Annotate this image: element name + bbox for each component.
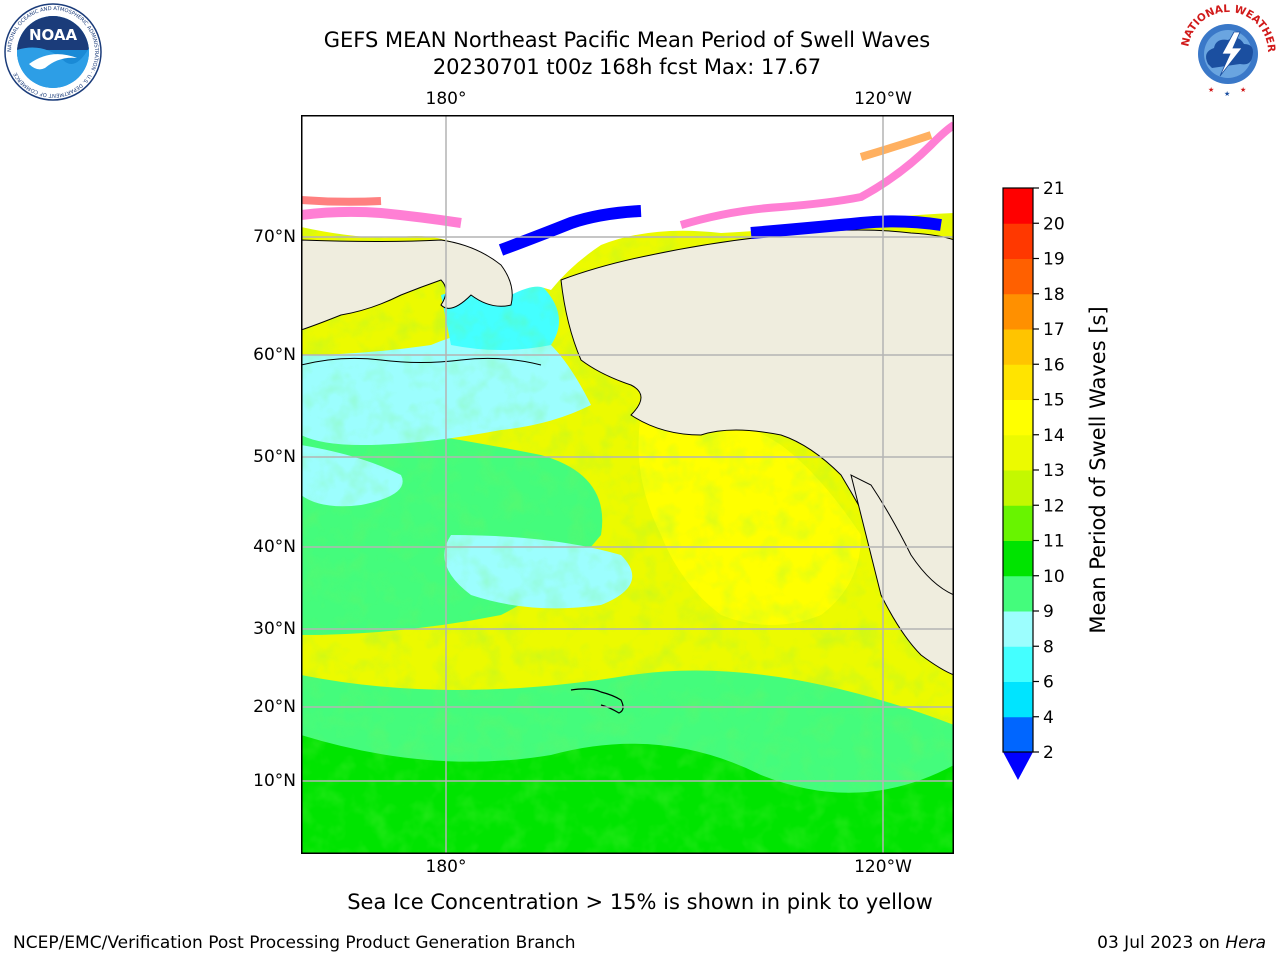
chart-subtitle: 20230701 t00z 168h fcst Max: 17.67 <box>432 55 822 79</box>
colorbar-tick-label: 13 <box>1043 461 1065 481</box>
lat-label-60n: 60°N <box>253 345 296 365</box>
colorbar-segment <box>1003 716 1033 753</box>
lat-label-10n: 10°N <box>253 771 296 791</box>
colorbar-tick-label: 18 <box>1043 285 1065 305</box>
colorbar-segment <box>1003 611 1033 647</box>
colorbar-tick-label: 8 <box>1043 637 1054 657</box>
lat-label-30n: 30°N <box>253 619 296 639</box>
colorbar-tick-label: 15 <box>1043 391 1065 411</box>
colorbar-segments <box>1003 188 1033 753</box>
colorbar-segment <box>1003 470 1033 506</box>
colorbar-segment <box>1003 540 1033 577</box>
sea-ice-pink-east <box>679 121 954 229</box>
aleutian-islands <box>301 357 542 366</box>
colorbar-tick-label: 19 <box>1043 250 1065 270</box>
colorbar-tick-label: 10 <box>1043 567 1065 587</box>
colorbar-segment <box>1003 505 1033 541</box>
sea-ice-pink-west <box>301 206 462 228</box>
sea-ice-blue-east <box>750 215 942 239</box>
colorbar-tick-label: 6 <box>1043 673 1054 693</box>
colorbar-tick-label: 20 <box>1043 214 1065 234</box>
chart-title: GEFS MEAN Northeast Pacific Mean Period … <box>323 28 931 52</box>
svg-text:★: ★ <box>1208 86 1214 94</box>
colorbar-tick-label: 9 <box>1043 602 1054 622</box>
colorbar-ticks: 21 20 19 18 17 16 15 14 13 12 11 10 9 8 6 4 2 <box>1033 180 1065 763</box>
gridlines <box>301 115 954 854</box>
footer-date: 03 Jul 2023 on Hera <box>1097 933 1266 953</box>
svg-text:★: ★ <box>1240 86 1246 94</box>
colorbar-tick-label: 11 <box>1043 532 1065 552</box>
noaa-logo-icon: NATIONAL OCEANIC AND ATMOSPHERIC ADMINIS… <box>4 3 102 101</box>
colorbar-segment <box>1003 681 1033 718</box>
lat-label-70n: 70°N <box>253 227 296 247</box>
colorbar-segment <box>1003 434 1033 471</box>
colorbar-extend-triangle <box>1003 752 1033 780</box>
noaa-logo-text: NOAA <box>29 26 78 44</box>
lat-label-20n: 20°N <box>253 697 296 717</box>
map-panel <box>301 115 954 854</box>
colorbar-segment <box>1003 188 1033 224</box>
colorbar-segment <box>1003 364 1033 400</box>
lon-label-bottom-180: 180° <box>425 857 467 877</box>
map-frame <box>301 115 954 854</box>
colorbar-segment <box>1003 399 1033 436</box>
sea-ice-orange-east <box>859 131 933 161</box>
lat-label-40n: 40°N <box>253 537 296 557</box>
lon-label-bottom-120w: 120°W <box>854 857 912 877</box>
lat-label-50n: 50°N <box>253 447 296 467</box>
footer-credit: NCEP/EMC/Verification Post Processing Pr… <box>13 933 576 953</box>
colorbar-label: Mean Period of Swell Waves [s] <box>1086 306 1110 634</box>
colorbar-tick-label: 4 <box>1043 708 1054 728</box>
colorbar-tick-label: 12 <box>1043 496 1065 516</box>
sea-ice-blue <box>498 205 642 256</box>
colorbar-segment <box>1003 258 1033 295</box>
land-west-coast <box>850 474 954 676</box>
colorbar-tick-label: 16 <box>1043 355 1065 375</box>
colorbar-segment <box>1003 329 1033 365</box>
land-siberia <box>301 239 513 331</box>
colorbar-tick-label: 2 <box>1043 743 1054 763</box>
nws-logo-icon: NATIONAL WEATHER SERVICE ★ ★ ★ <box>1178 2 1277 99</box>
sea-ice-red-west <box>301 196 382 206</box>
lon-label-top-180: 180° <box>425 89 467 109</box>
lon-label-top-120w: 120°W <box>854 89 912 109</box>
colorbar: 21 20 19 18 17 16 15 14 13 12 11 10 9 8 6 4 2 <box>1002 180 1065 780</box>
colorbar-segment <box>1003 646 1033 682</box>
footer-date-text: 03 Jul 2023 on <box>1097 933 1226 953</box>
colorbar-tick-label: 21 <box>1043 180 1065 199</box>
colorbar-tick-label: 14 <box>1043 426 1065 446</box>
colorbar-segment <box>1003 223 1033 259</box>
colorbar-segment <box>1003 575 1033 612</box>
hawaii-islands <box>570 688 624 714</box>
colorbar-tick-label: 17 <box>1043 320 1065 340</box>
footer-host: Hera <box>1225 933 1266 953</box>
svg-text:★: ★ <box>1224 90 1230 98</box>
sea-ice-note: Sea Ice Concentration > 15% is shown in … <box>347 890 933 914</box>
arctic-white <box>301 115 954 295</box>
colorbar-segment <box>1003 293 1033 330</box>
